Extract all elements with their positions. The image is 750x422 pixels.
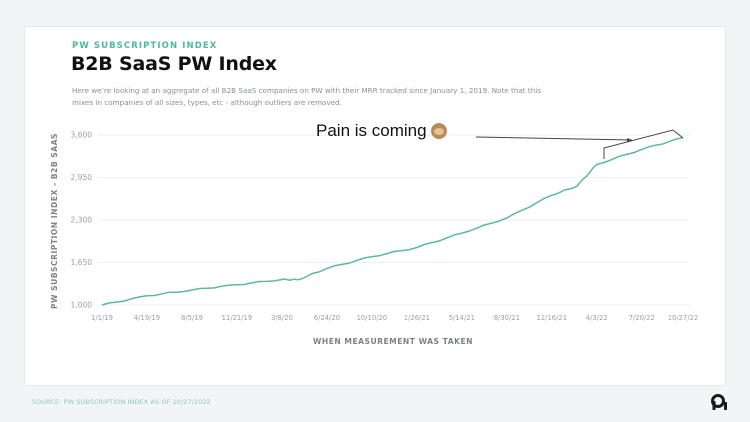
- y-axis-ticks: 1,000 1,650 2,300 2,950 3,600: [71, 131, 93, 310]
- x-tick-label: 5/14/21: [449, 314, 475, 322]
- x-tick-label: 1/1/19: [91, 314, 113, 322]
- annotation-label: Pain is coming: [316, 121, 447, 141]
- y-tick-label: 2,300: [71, 216, 93, 225]
- pw-logo-icon: [711, 394, 727, 410]
- x-tick-label: 12/16/21: [537, 314, 568, 322]
- chart-card: [24, 26, 726, 386]
- x-tick-label: 6/24/20: [314, 314, 340, 322]
- annotation-text: Pain is coming: [316, 121, 427, 140]
- y-tick-label: 1,000: [71, 301, 93, 310]
- chart-title: B2B SaaS PW Index: [71, 53, 277, 75]
- y-tick-label: 2,950: [71, 173, 93, 182]
- annotation-arrow: [475, 129, 684, 159]
- x-tick-label: 4/3/22: [586, 314, 608, 322]
- gridlines: [98, 134, 690, 306]
- index-line: [101, 136, 684, 306]
- y-axis-title: PW SUBSCRIPTION INDEX - B2B SAAS: [50, 133, 59, 309]
- chart-eyebrow: PW SUBSCRIPTION INDEX: [72, 41, 218, 51]
- chart-subtitle: Here we’re looking at an aggregate of al…: [72, 86, 542, 107]
- x-axis-ticks: 1/1/19 4/19/19 8/5/19 11/21/19 3/8/20 6/24/20…: [91, 314, 698, 322]
- x-tick-label: 7/20/22: [629, 314, 655, 322]
- x-tick-label: 11/21/19: [222, 314, 253, 322]
- x-tick-label: 8/5/19: [181, 314, 203, 322]
- source-note: SOURCE: PW SUBSCRIPTION INDEX AS OF 10/2…: [32, 399, 211, 406]
- x-tick-label: 10/10/20: [357, 314, 388, 322]
- y-tick-label: 1,650: [71, 258, 93, 267]
- see-no-evil-monkey-icon: [430, 123, 447, 139]
- x-tick-label: 10/27/22: [668, 314, 699, 322]
- x-tick-label: 8/30/21: [494, 314, 520, 322]
- x-axis-title: WHEN MEASUREMENT WAS TAKEN: [313, 337, 473, 346]
- x-tick-label: 3/8/20: [271, 314, 293, 322]
- y-tick-label: 3,600: [71, 131, 93, 140]
- x-tick-label: 4/19/19: [134, 314, 160, 322]
- x-tick-label: 1/26/21: [404, 314, 430, 322]
